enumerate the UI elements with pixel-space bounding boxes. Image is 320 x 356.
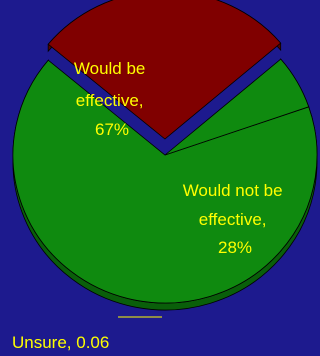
slice-would-be-effective bbox=[12, 59, 318, 304]
label-unsure: Unsure, 0.06 bbox=[12, 333, 109, 352]
label-effective-line1: Would be bbox=[74, 59, 146, 78]
slice-unsure bbox=[164, 58, 310, 156]
label-effective: Would be effective, 67% bbox=[74, 59, 150, 139]
label-not-effective-line2: effective, bbox=[199, 210, 267, 229]
slices-layer bbox=[12, 0, 318, 311]
label-effective-value: 67% bbox=[95, 120, 129, 139]
slice-would-not-be-effective bbox=[47, 0, 282, 140]
label-not-effective-value: 28% bbox=[218, 238, 252, 257]
label-not-effective-line1: Would not be bbox=[183, 181, 283, 200]
label-not-effective: Would not be effective, 28% bbox=[183, 181, 288, 257]
label-effective-line2: effective, bbox=[76, 91, 144, 110]
